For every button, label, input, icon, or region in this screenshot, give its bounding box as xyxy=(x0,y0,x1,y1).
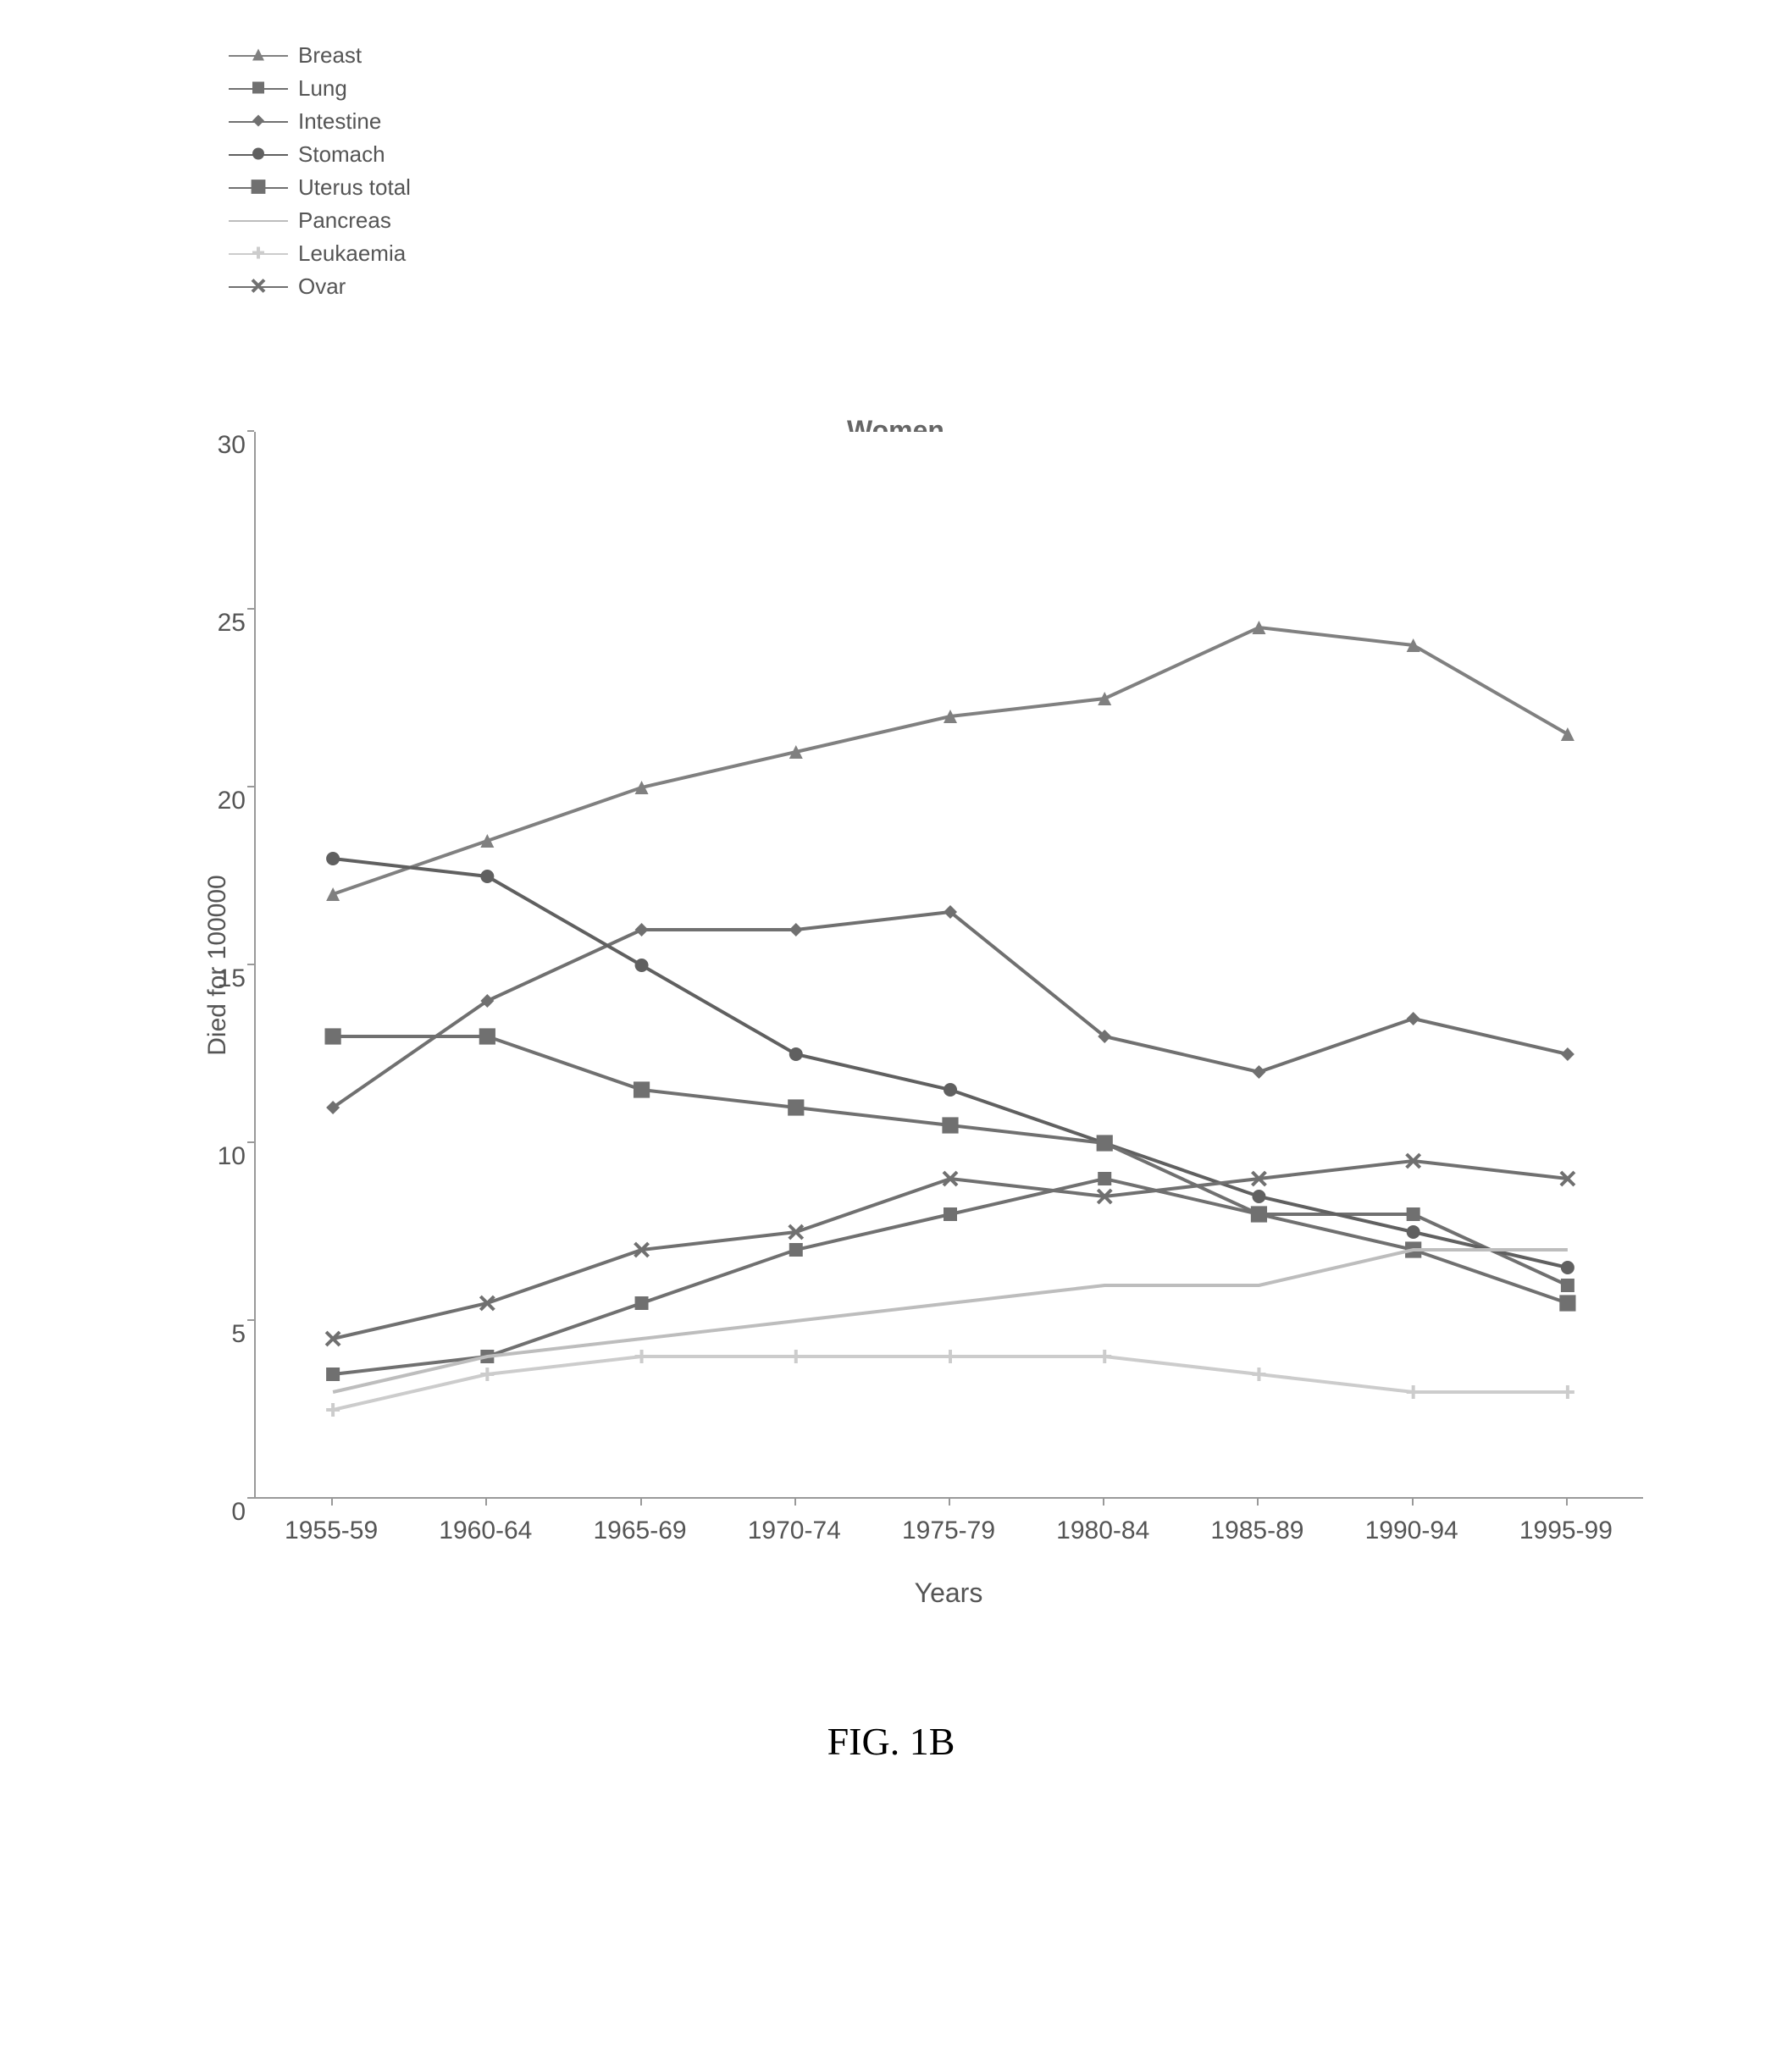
series-line-Leukaemia xyxy=(333,1356,1568,1410)
y-tick-mark xyxy=(247,608,254,610)
legend-label: Leukaemia xyxy=(298,240,406,267)
y-tick-label: 10 xyxy=(195,1142,246,1171)
legend-label: Lung xyxy=(298,75,347,102)
x-tick-label: 1970-74 xyxy=(748,1517,841,1545)
legend-item-Leukaemia: Leukaemia xyxy=(229,240,411,267)
legend-swatch xyxy=(229,187,288,189)
x-tick-mark xyxy=(1257,1499,1259,1506)
x-tick-mark xyxy=(949,1499,950,1506)
x-tick-mark xyxy=(331,1499,333,1506)
y-tick-mark xyxy=(247,964,254,965)
legend-item-Pancreas: Pancreas xyxy=(229,207,411,234)
legend-marker-icon xyxy=(250,174,267,201)
legend-marker-icon xyxy=(250,75,267,102)
x-tick-mark xyxy=(1412,1499,1414,1506)
series-line-Intestine xyxy=(333,912,1568,1108)
legend-swatch xyxy=(229,253,288,255)
y-tick-label: 20 xyxy=(195,787,246,815)
x-tick-label: 1960-64 xyxy=(439,1517,532,1545)
legend-marker-icon xyxy=(250,240,267,267)
x-tick-mark xyxy=(794,1499,796,1506)
figure-container: Breast Lung Intestine Stomach Uterus total Pa… xyxy=(34,34,1748,1764)
y-tick-mark xyxy=(247,786,254,787)
legend-swatch xyxy=(229,286,288,288)
legend-marker-icon xyxy=(250,207,267,234)
legend-swatch xyxy=(229,55,288,57)
legend-label: Ovar xyxy=(298,274,346,300)
plot-svg xyxy=(256,432,1643,1497)
legend-swatch xyxy=(229,220,288,222)
y-tick-mark xyxy=(247,1319,254,1321)
legend-item-Breast: Breast xyxy=(229,42,411,69)
chart-area: Died for 100000 Years 0510152025301955-5… xyxy=(254,432,1643,1499)
series-line-Breast xyxy=(333,627,1568,894)
y-tick-label: 15 xyxy=(195,964,246,993)
legend-label: Breast xyxy=(298,42,362,69)
y-tick-label: 5 xyxy=(195,1320,246,1349)
legend-item-Stomach: Stomach xyxy=(229,141,411,168)
legend-item-Uterus total: Uterus total xyxy=(229,174,411,201)
legend-marker-icon xyxy=(250,141,267,168)
series-line-Stomach xyxy=(333,859,1568,1268)
legend-swatch xyxy=(229,88,288,90)
legend: Breast Lung Intestine Stomach Uterus total Pa… xyxy=(229,42,411,307)
y-tick-mark xyxy=(247,1141,254,1143)
legend-label: Pancreas xyxy=(298,207,391,234)
series-line-Uterus total xyxy=(333,1036,1568,1303)
plot-box xyxy=(254,432,1643,1499)
y-tick-mark xyxy=(247,1497,254,1499)
legend-label: Intestine xyxy=(298,108,381,135)
x-axis-label: Years xyxy=(915,1577,983,1609)
legend-marker-icon xyxy=(250,108,267,135)
x-tick-label: 1990-94 xyxy=(1365,1517,1458,1545)
y-tick-label: 25 xyxy=(195,609,246,638)
legend-item-Ovary: Ovar xyxy=(229,274,411,300)
y-tick-label: 30 xyxy=(195,431,246,460)
x-tick-mark xyxy=(1103,1499,1104,1506)
legend-label: Uterus total xyxy=(298,174,411,201)
x-tick-label: 1965-69 xyxy=(593,1517,686,1545)
series-line-Ovary xyxy=(333,1161,1568,1339)
legend-swatch xyxy=(229,121,288,123)
x-tick-label: 1995-99 xyxy=(1519,1517,1613,1545)
y-tick-mark xyxy=(247,430,254,432)
legend-swatch xyxy=(229,154,288,156)
figure-caption: FIG. 1B xyxy=(34,1719,1748,1764)
x-tick-mark xyxy=(485,1499,487,1506)
legend-label: Stomach xyxy=(298,141,385,168)
x-tick-mark xyxy=(640,1499,642,1506)
x-tick-label: 1975-79 xyxy=(902,1517,995,1545)
legend-marker-icon xyxy=(250,274,267,300)
y-tick-label: 0 xyxy=(195,1498,246,1527)
x-tick-label: 1980-84 xyxy=(1056,1517,1149,1545)
legend-marker-icon xyxy=(250,42,267,69)
legend-item-Intestine: Intestine xyxy=(229,108,411,135)
x-tick-mark xyxy=(1566,1499,1568,1506)
x-tick-label: 1955-59 xyxy=(285,1517,378,1545)
legend-item-Lung: Lung xyxy=(229,75,411,102)
x-tick-label: 1985-89 xyxy=(1210,1517,1303,1545)
